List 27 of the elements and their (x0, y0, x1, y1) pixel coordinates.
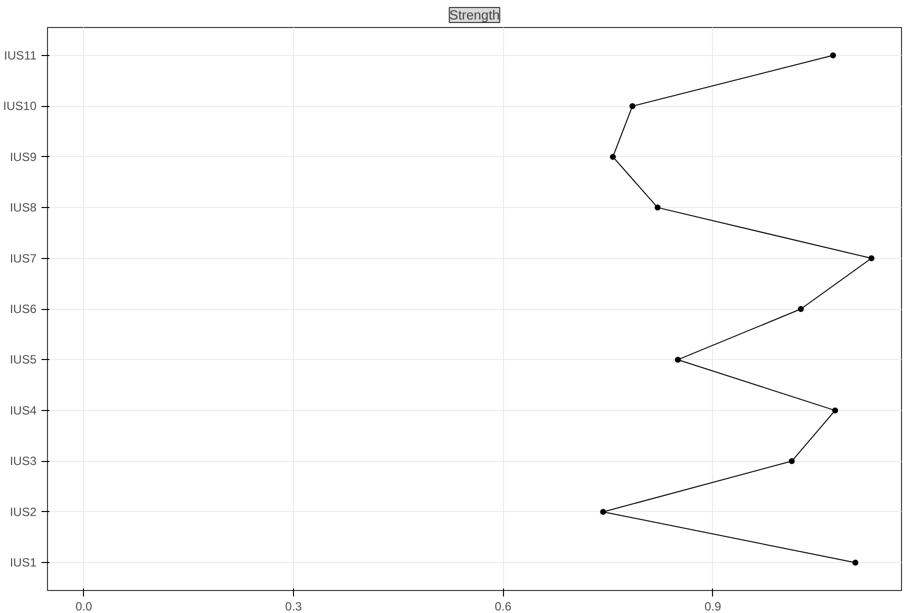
x-tick-label: 0.0 (76, 600, 93, 613)
y-tick-label: IUS2 (10, 504, 37, 519)
point (832, 407, 838, 414)
y-tick-label: IUS5 (10, 352, 37, 367)
point (852, 560, 858, 566)
y-tick-label: IUS7 (10, 251, 37, 266)
point (654, 204, 661, 211)
y-tick-label: IUS3 (10, 454, 37, 468)
y-tick-label: IUS10 (3, 99, 37, 114)
y-tick-label: IUS6 (10, 302, 37, 316)
y-tick-label: IUS11 (4, 48, 37, 62)
y-tick-label: IUS4 (10, 403, 37, 418)
point (830, 52, 836, 58)
point (610, 154, 616, 160)
point (788, 458, 795, 464)
chart-title: Strength (449, 8, 500, 22)
point (798, 306, 804, 312)
y-tick-label: IUS9 (10, 150, 37, 164)
point (629, 103, 636, 110)
point (674, 356, 681, 363)
x-tick-label: 0.6 (494, 600, 512, 613)
y-tick-label: IUS8 (10, 200, 37, 215)
point (868, 255, 874, 262)
point (600, 508, 606, 515)
x-tick-label: 0.3 (285, 600, 302, 613)
y-tick-label: IUS1 (10, 556, 37, 570)
x-tick-label: 0.9 (704, 600, 722, 613)
